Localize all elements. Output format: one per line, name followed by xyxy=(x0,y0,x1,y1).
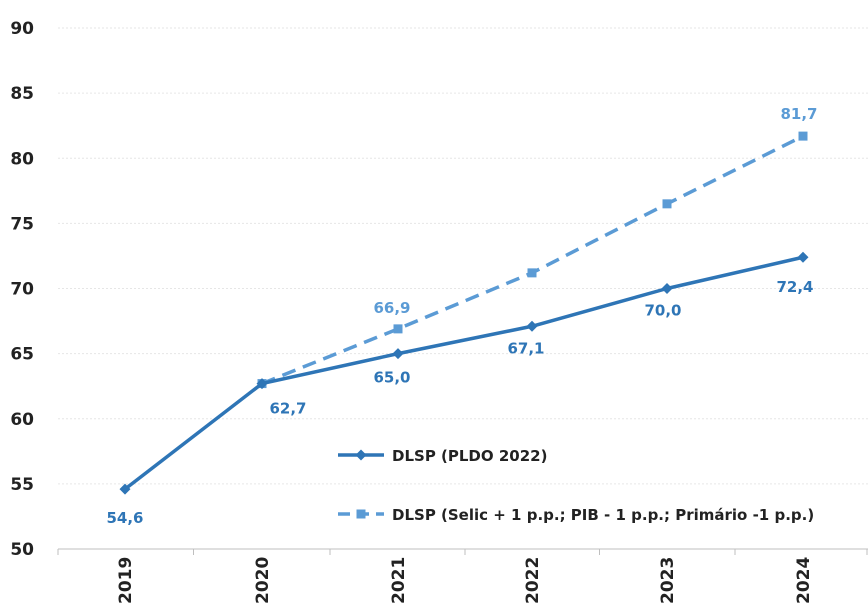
legend-item-2: DLSP (Selic + 1 p.p.; PIB - 1 p.p.; Prim… xyxy=(338,506,814,524)
series-1-point xyxy=(392,348,404,360)
data-label-series-1: 70,0 xyxy=(644,302,681,320)
series-layer xyxy=(119,131,809,495)
series-1-point xyxy=(661,283,673,294)
x-tick-label: 2021 xyxy=(389,557,409,604)
series-1-point xyxy=(526,320,538,332)
legend-label: DLSP (PLDO 2022) xyxy=(392,447,547,465)
legend-item-1: DLSP (PLDO 2022) xyxy=(338,447,547,465)
y-tick-label: 65 xyxy=(10,345,34,365)
series-1-point xyxy=(797,251,809,263)
gridlines xyxy=(58,27,868,485)
data-label-series-1: 65,0 xyxy=(373,369,410,387)
x-tick-label: 2023 xyxy=(658,557,678,604)
legend-marker xyxy=(356,509,366,519)
data-label-series-1: 54,6 xyxy=(106,509,143,527)
series-1-point xyxy=(119,483,131,495)
data-label-series-1: 67,1 xyxy=(507,339,544,357)
legend: DLSP (PLDO 2022) DLSP (Selic + 1 p.p.; PI… xyxy=(338,447,814,524)
data-label-series-1: 72,4 xyxy=(776,278,813,296)
legend-marker xyxy=(355,449,367,461)
data-label-series-1: 62,7 xyxy=(269,400,306,418)
series-2-point xyxy=(662,199,672,209)
x-tick-label: 2020 xyxy=(253,557,273,604)
y-tick-label: 85 xyxy=(10,84,34,104)
y-tick-label: 50 xyxy=(10,540,34,560)
data-label-series-2: 81,7 xyxy=(780,105,817,123)
legend-label: DLSP (Selic + 1 p.p.; PIB - 1 p.p.; Prim… xyxy=(392,506,814,524)
y-tick-label: 75 xyxy=(10,214,34,234)
x-tick-label: 2019 xyxy=(116,557,136,604)
y-axis: 50 55 60 65 70 75 80 85 90 xyxy=(10,19,34,560)
y-tick-label: 60 xyxy=(10,410,34,430)
data-labels: 54,6 62,7 65,0 67,1 70,0 72,4 66,9 81,7 xyxy=(106,105,817,527)
data-label-series-2: 66,9 xyxy=(373,299,410,317)
x-tick-label: 2024 xyxy=(794,557,814,604)
y-tick-label: 90 xyxy=(10,19,34,39)
series-2-point xyxy=(798,131,808,141)
series-2-point xyxy=(393,324,403,334)
y-tick-label: 55 xyxy=(10,475,34,495)
x-axis: 2019 2020 2021 2022 2023 2024 xyxy=(57,548,868,604)
y-tick-label: 80 xyxy=(10,149,34,169)
x-tick-label: 2022 xyxy=(523,557,543,604)
y-tick-label: 70 xyxy=(10,280,34,300)
series-line-1 xyxy=(123,255,804,491)
series-2-point xyxy=(527,268,537,278)
series-1-point xyxy=(256,378,268,390)
